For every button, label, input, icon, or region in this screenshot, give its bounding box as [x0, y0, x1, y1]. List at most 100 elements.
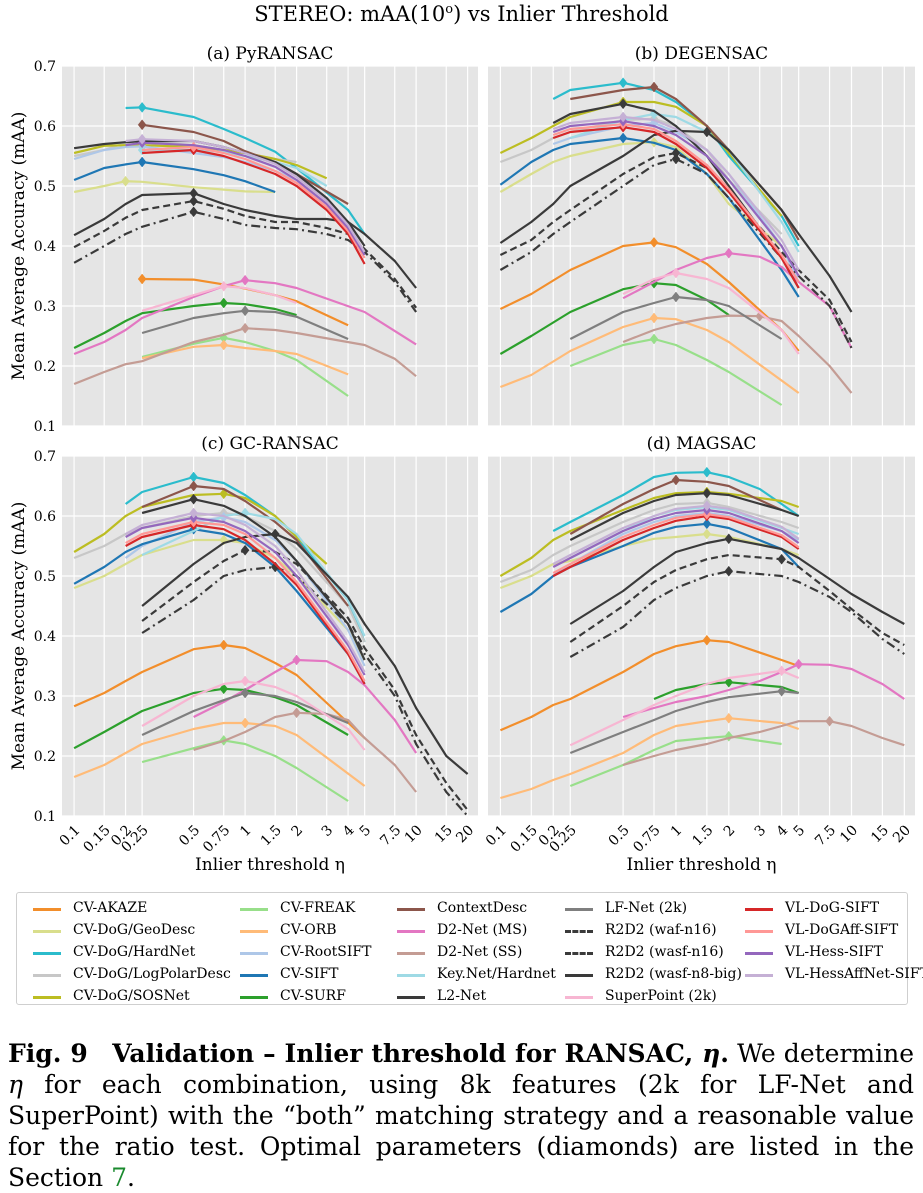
- best-diamond-marker: [649, 312, 659, 324]
- series-line-lf-net-2k-: [569, 690, 799, 755]
- best-diamond-marker: [702, 634, 712, 646]
- figure-canvas: (a) PyRANSAC 0.1 0.2 0.3 0.4 0.5 0.6 0.7 (b) DEG…: [9, 44, 915, 875]
- series-line-cv-orb: [500, 717, 800, 800]
- x-tick-label: 0.5: [176, 822, 203, 849]
- best-diamond-marker: [649, 236, 659, 248]
- best-diamond-marker: [724, 247, 734, 259]
- series-line-d2-net-ss-: [622, 720, 905, 767]
- series-line-vl-hess-sift: [552, 508, 800, 568]
- series-line-r2d2-wasf-n16-: [73, 199, 417, 309]
- legend-swatch: [240, 996, 268, 999]
- x-tick-label: 0.75: [200, 822, 233, 855]
- panel-3: (c) GC-RANSAC0.10.20.30.40.50.60.70.10.1…: [34, 434, 478, 875]
- best-diamond-marker: [219, 339, 229, 351]
- legend-label: CV-FREAK: [280, 900, 356, 916]
- legend-label: R2D2 (wasf-n8-big): [605, 966, 742, 982]
- series-line-vl-hessaffnet-sift: [125, 138, 366, 253]
- best-diamond-marker: [618, 77, 628, 89]
- series-line-cv-dog-sosnet: [499, 490, 800, 577]
- series-line-vl-hess-sift: [125, 516, 366, 676]
- y-tick-label: 0.1: [34, 419, 56, 435]
- caption-figure-label: Fig. 9: [8, 1039, 88, 1068]
- x-tick-label: 15: [868, 822, 892, 846]
- best-diamond-marker: [240, 274, 250, 286]
- legend-label: CV-AKAZE: [73, 900, 148, 916]
- best-diamond-marker: [189, 206, 198, 218]
- series-line-vl-dog-sift: [552, 514, 800, 577]
- panel-title: (a) PyRANSAC: [207, 44, 334, 64]
- series-line-cv-akaze: [499, 639, 800, 732]
- legend-label: D2-Net (MS): [437, 922, 528, 938]
- legend-swatch: [240, 974, 268, 977]
- legend-swatch: [565, 930, 593, 933]
- series-line-cv-dog-geodesc: [500, 532, 800, 590]
- series-line-vl-dog-sift: [552, 126, 800, 289]
- best-diamond-marker: [240, 675, 250, 687]
- series-line-vl-dogaff-sift: [552, 513, 800, 574]
- legend-swatch: [397, 974, 425, 977]
- best-diamond-marker: [724, 712, 734, 724]
- y-tick-label: 0.1: [34, 809, 56, 825]
- best-diamond-marker: [137, 273, 147, 285]
- legend-swatch: [745, 930, 773, 933]
- series-line-superpoint-2k-: [141, 679, 366, 751]
- best-diamond-marker: [702, 126, 712, 138]
- legend-label: R2D2 (wasf-n16): [605, 944, 724, 960]
- series-line-cv-freak: [569, 337, 783, 406]
- best-diamond-marker: [240, 305, 250, 317]
- legend-swatch: [33, 996, 61, 999]
- x-tick-label: 2: [289, 822, 307, 840]
- legend-label: ContextDesc: [437, 900, 528, 916]
- x-tick-label: 3: [319, 822, 337, 840]
- best-diamond-marker: [702, 518, 712, 530]
- series-line-r2d2-wasf-n16-: [569, 553, 905, 646]
- legend-label: D2-Net (SS): [437, 944, 523, 960]
- best-diamond-marker: [724, 565, 734, 577]
- best-diamond-marker: [270, 528, 280, 540]
- x-axis-label: Inlier threshold η: [195, 855, 345, 875]
- series-line-cv-orb: [141, 343, 349, 376]
- best-diamond-marker: [219, 297, 229, 309]
- legend-swatch: [745, 908, 773, 911]
- best-diamond-marker: [137, 119, 147, 131]
- x-tick-label: 20: [890, 822, 914, 846]
- legend-label: CV-DoG/LogPolarDesc: [73, 966, 231, 982]
- y-tick-label: 0.5: [34, 179, 56, 195]
- series-line-vl-hessaffnet-sift: [552, 504, 800, 565]
- y-tick-label: 0.2: [34, 749, 56, 765]
- section-ref-link[interactable]: 7: [111, 1163, 127, 1192]
- best-diamond-marker: [794, 658, 803, 670]
- legend-label: R2D2 (waf-n16): [605, 922, 717, 938]
- y-axis-label: Mean Average Accuracy (mAA): [9, 502, 29, 771]
- x-tick-label: 7.5: [377, 822, 404, 849]
- x-tick-label: 0.75: [630, 822, 663, 855]
- y-axis-label: Mean Average Accuracy (mAA): [9, 112, 29, 381]
- panel-2: (b) DEGENSAC: [488, 44, 915, 427]
- series-line-cv-sift: [73, 160, 276, 194]
- best-diamond-marker: [189, 480, 198, 492]
- x-tick-label: 10: [402, 822, 426, 846]
- best-diamond-marker: [671, 474, 681, 486]
- legend-swatch: [33, 908, 61, 911]
- y-tick-label: 0.4: [34, 239, 56, 255]
- best-diamond-marker: [240, 544, 250, 556]
- x-tick-label: 2: [721, 822, 739, 840]
- series-line-cv-dog-hardnet: [552, 471, 800, 532]
- x-tick-label: 0.1: [483, 822, 510, 849]
- best-diamond-marker: [292, 707, 301, 719]
- best-diamond-marker: [219, 639, 229, 651]
- best-diamond-marker: [671, 291, 681, 303]
- series-line-vl-dogaff-sift: [125, 520, 366, 682]
- x-tick-label: 15: [432, 822, 456, 846]
- series-line-cv-dog-hardnet: [125, 106, 366, 235]
- panel-1: (a) PyRANSAC 0.1 0.2 0.3 0.4 0.5 0.6 0.7: [34, 44, 478, 435]
- series-line-r2d2-waf-n16-: [141, 565, 469, 816]
- series-line-cv-dog-geodesc: [499, 141, 783, 247]
- panel-title: (c) GC-RANSAC: [201, 434, 338, 454]
- x-tick-label: 1.5: [689, 822, 716, 849]
- best-diamond-marker: [702, 466, 712, 478]
- best-diamond-marker: [671, 267, 681, 279]
- legend-label: Key.Net/Hardnet: [437, 966, 556, 982]
- series-line-superpoint-2k-: [622, 271, 800, 355]
- series-line-d2-net-ss-: [193, 711, 417, 793]
